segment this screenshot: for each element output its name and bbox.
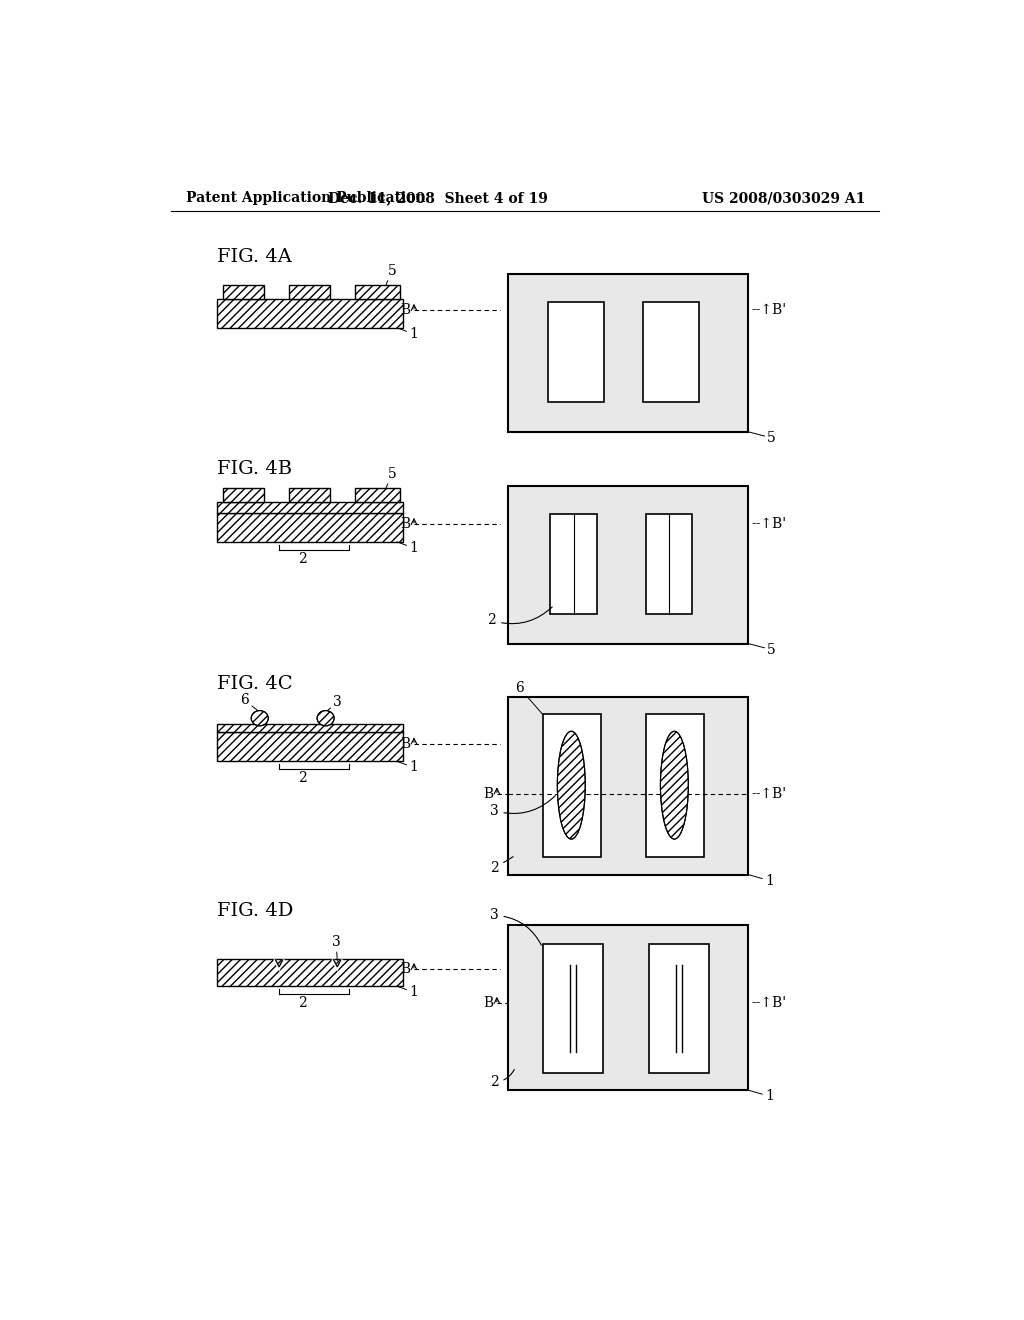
Text: 3: 3 (326, 696, 342, 711)
Text: --↑B': --↑B' (751, 517, 786, 531)
Bar (217, 298, 403, 327)
Text: 2: 2 (489, 857, 513, 875)
Text: B: B (400, 962, 411, 977)
Text: 1: 1 (397, 541, 418, 554)
Text: FIG. 4D: FIG. 4D (217, 903, 294, 920)
Bar (508, 697, 748, 874)
Ellipse shape (557, 731, 586, 840)
Text: 2: 2 (298, 552, 307, 566)
Text: FIG. 4B: FIG. 4B (217, 459, 292, 478)
Bar (217, 725, 403, 733)
Bar (289, 488, 330, 502)
Bar (223, 488, 263, 502)
Text: 1: 1 (748, 874, 774, 887)
Text: 1: 1 (397, 327, 418, 341)
Bar (217, 733, 403, 762)
Bar (508, 486, 748, 644)
Bar (508, 275, 748, 432)
Text: US 2008/0303029 A1: US 2008/0303029 A1 (701, 191, 865, 206)
Text: --↑B': --↑B' (751, 304, 786, 317)
Text: 1: 1 (397, 760, 418, 775)
Text: Dec. 11, 2008  Sheet 4 of 19: Dec. 11, 2008 Sheet 4 of 19 (328, 191, 548, 206)
Text: 1: 1 (748, 1089, 774, 1104)
Text: 5: 5 (386, 264, 396, 285)
Bar (643, 302, 699, 403)
Bar (217, 512, 403, 541)
Bar (543, 714, 601, 857)
Text: 5: 5 (748, 643, 776, 656)
Text: 1: 1 (397, 985, 418, 999)
Bar (649, 944, 710, 1073)
Bar (355, 488, 400, 502)
Text: 3: 3 (489, 796, 555, 817)
Text: 6: 6 (241, 693, 260, 711)
Bar (508, 924, 748, 1090)
Text: --↑B': --↑B' (751, 997, 786, 1010)
Bar (548, 302, 604, 403)
Text: Patent Application Publication: Patent Application Publication (186, 191, 426, 206)
Text: 2: 2 (298, 997, 307, 1010)
Text: 2: 2 (489, 1069, 514, 1089)
Ellipse shape (251, 710, 268, 726)
Bar (550, 515, 597, 614)
Bar (223, 285, 263, 298)
Bar (289, 285, 330, 298)
Text: B: B (483, 997, 494, 1010)
Text: 6: 6 (515, 681, 543, 714)
Text: B: B (483, 787, 494, 801)
Text: FIG. 4C: FIG. 4C (217, 676, 293, 693)
Bar (217, 502, 403, 512)
Text: 3: 3 (332, 936, 341, 961)
Bar (646, 515, 692, 614)
Text: 5: 5 (386, 467, 396, 488)
Text: B: B (400, 517, 411, 531)
Bar (355, 285, 400, 298)
Bar (543, 944, 603, 1073)
Ellipse shape (660, 731, 688, 840)
Text: B: B (400, 737, 411, 751)
Text: FIG. 4A: FIG. 4A (217, 248, 292, 265)
Text: 3: 3 (489, 908, 542, 945)
Bar (646, 714, 703, 857)
Ellipse shape (317, 710, 334, 726)
Text: --↑B': --↑B' (751, 787, 786, 801)
Text: B: B (400, 304, 411, 317)
Text: 2: 2 (298, 771, 307, 785)
Bar (217, 960, 403, 986)
Text: 5: 5 (748, 430, 776, 445)
Text: 2: 2 (487, 607, 552, 627)
